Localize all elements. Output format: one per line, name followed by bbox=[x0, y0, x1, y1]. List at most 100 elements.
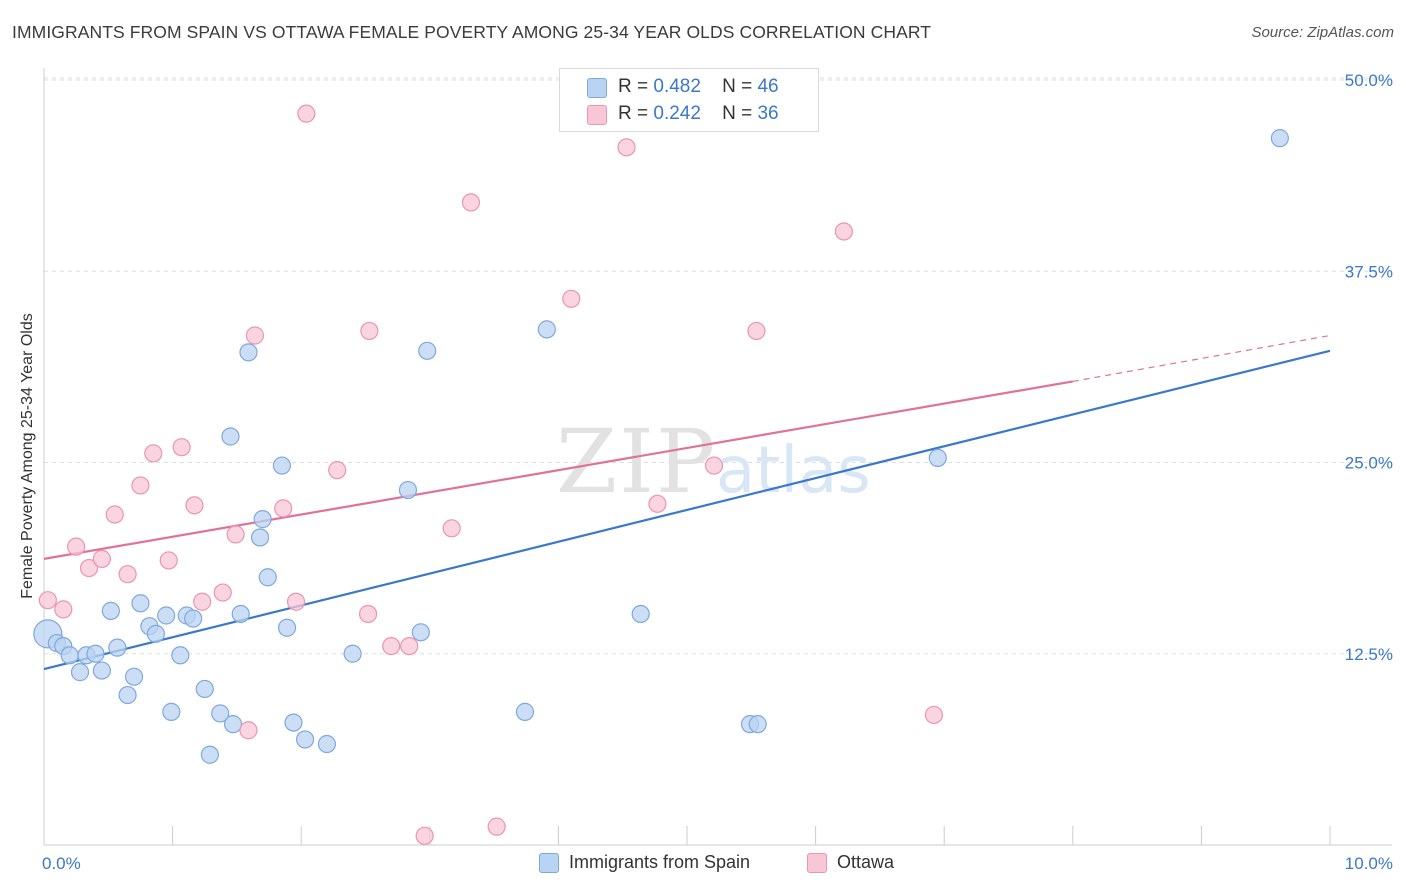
point-ottawa bbox=[415, 826, 434, 845]
point-spain bbox=[211, 704, 230, 723]
legend-swatch-ottawa bbox=[807, 853, 827, 873]
point-ottawa bbox=[360, 321, 379, 341]
point-ottawa bbox=[382, 636, 401, 656]
point-ottawa bbox=[924, 705, 944, 725]
legend-label-spain: Immigrants from Spain bbox=[569, 852, 751, 872]
point-spain bbox=[184, 609, 203, 628]
point-spain bbox=[748, 715, 767, 734]
trendline-ottawa-extension bbox=[1072, 334, 1331, 383]
point-spain bbox=[60, 646, 79, 665]
point-spain bbox=[162, 702, 181, 721]
point-ottawa bbox=[131, 476, 150, 495]
point-ottawa bbox=[834, 222, 853, 241]
point-spain bbox=[131, 594, 150, 613]
point-ottawa bbox=[118, 565, 137, 584]
trendline-ottawa bbox=[43, 380, 1073, 560]
point-ottawa bbox=[286, 592, 306, 611]
point-ottawa bbox=[245, 326, 265, 345]
legend-n-value: 36 bbox=[757, 103, 779, 124]
point-spain bbox=[631, 604, 650, 624]
point-ottawa bbox=[67, 537, 86, 556]
point-ottawa bbox=[274, 499, 293, 518]
watermark-zip: ZIP bbox=[556, 410, 717, 513]
point-ottawa bbox=[213, 583, 232, 602]
point-spain bbox=[200, 745, 219, 764]
point-ottawa bbox=[105, 505, 124, 524]
point-ottawa bbox=[747, 321, 766, 341]
point-spain bbox=[272, 456, 292, 475]
point-ottawa bbox=[79, 558, 99, 578]
point-ottawa bbox=[400, 636, 419, 656]
point-ottawa bbox=[562, 289, 581, 308]
point-ottawa bbox=[328, 461, 347, 480]
point-ottawa bbox=[461, 193, 481, 212]
point-spain bbox=[1270, 129, 1289, 148]
data-points bbox=[33, 104, 1289, 845]
y-tick-label: 50.0% bbox=[1345, 71, 1393, 90]
point-spain bbox=[70, 663, 90, 682]
y-axis-title: Female Poverty Among 25-34 Year Olds bbox=[19, 313, 36, 599]
point-spain bbox=[157, 606, 176, 625]
point-spain bbox=[223, 715, 243, 734]
point-spain bbox=[101, 601, 120, 621]
point-ottawa bbox=[54, 600, 73, 619]
point-spain bbox=[398, 480, 418, 500]
point-spain bbox=[221, 427, 240, 446]
point-spain bbox=[250, 528, 270, 547]
grid-lines bbox=[44, 77, 1392, 655]
point-spain bbox=[258, 568, 277, 587]
point-spain bbox=[295, 730, 315, 749]
source-label: Source: ZipAtlas.com bbox=[1251, 24, 1394, 41]
point-spain bbox=[171, 646, 190, 665]
point-ottawa bbox=[92, 549, 111, 568]
point-spain bbox=[239, 343, 258, 362]
point-ottawa bbox=[648, 494, 667, 513]
legend-label-ottawa: Ottawa bbox=[837, 852, 895, 872]
point-ottawa bbox=[442, 519, 461, 538]
point-spain bbox=[124, 667, 144, 686]
legend-swatch-ottawa bbox=[587, 105, 607, 125]
point-spain bbox=[118, 685, 137, 705]
point-spain bbox=[537, 320, 556, 339]
point-spain bbox=[92, 661, 111, 680]
y-tick-label: 12.5% bbox=[1345, 645, 1393, 664]
point-spain bbox=[418, 341, 437, 360]
x-tick-label: 0.0% bbox=[42, 854, 81, 873]
y-tick-label: 25.0% bbox=[1345, 454, 1393, 473]
watermark: ZIP atlas bbox=[556, 410, 871, 513]
point-spain bbox=[253, 510, 272, 529]
point-ottawa bbox=[185, 496, 204, 515]
point-ottawa bbox=[172, 438, 191, 457]
legend-r-label: R = bbox=[618, 76, 649, 97]
trendline-spain bbox=[43, 349, 1331, 671]
point-ottawa bbox=[704, 456, 724, 475]
point-ottawa bbox=[487, 817, 506, 836]
point-spain bbox=[317, 734, 337, 754]
trendlines bbox=[43, 334, 1331, 671]
legend-n-label: N = bbox=[722, 103, 753, 124]
y-tick-label: 37.5% bbox=[1345, 262, 1393, 281]
legend-r-value: 0.242 bbox=[653, 103, 701, 124]
point-ottawa bbox=[193, 592, 212, 611]
legend-swatch-spain bbox=[539, 853, 559, 873]
legend-n-label: N = bbox=[722, 76, 753, 97]
point-ottawa bbox=[159, 551, 178, 570]
x-tick-label: 10.0% bbox=[1345, 854, 1393, 873]
point-ottawa bbox=[358, 604, 378, 624]
point-spain bbox=[231, 604, 250, 624]
point-spain bbox=[343, 644, 362, 663]
point-spain bbox=[277, 618, 297, 637]
point-ottawa bbox=[144, 444, 163, 463]
legend-r-label: R = bbox=[618, 103, 649, 124]
point-spain bbox=[86, 644, 105, 663]
point-ottawa bbox=[226, 525, 245, 544]
tick-labels: 12.5% 25.0% 37.5% 50.0% 0.0% 10.0% bbox=[42, 71, 1393, 873]
point-spain bbox=[108, 638, 127, 657]
legend-n-value: 46 bbox=[757, 76, 779, 97]
point-ottawa bbox=[297, 104, 316, 123]
point-spain bbox=[284, 713, 303, 732]
stats-legend: R = 0.482 N = 46 R = 0.242 N = 36 bbox=[559, 68, 819, 132]
point-spain bbox=[928, 448, 947, 468]
point-ottawa bbox=[239, 721, 258, 740]
